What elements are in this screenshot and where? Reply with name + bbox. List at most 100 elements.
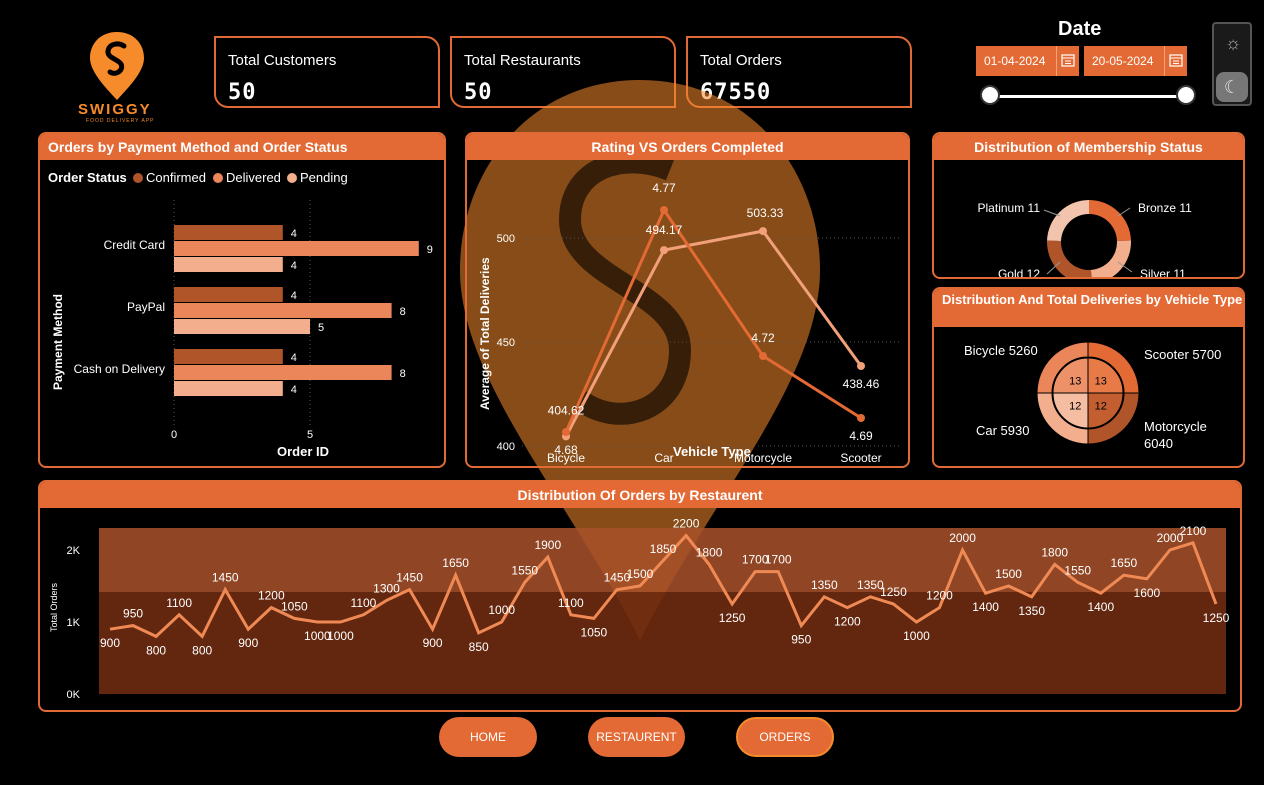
calendar-icon[interactable] xyxy=(1164,46,1187,76)
orders-button[interactable]: ORDERS xyxy=(736,717,834,757)
x-tick-label: Scooter xyxy=(840,451,881,465)
theme-toggle[interactable]: ☼ ☾ xyxy=(1212,22,1252,106)
y-tick-label: 1K xyxy=(67,617,81,629)
moon-icon[interactable]: ☾ xyxy=(1216,72,1248,102)
y-tick-label: 400 xyxy=(497,441,515,453)
data-label: 1000 xyxy=(327,629,354,643)
brand-name: SWIGGY xyxy=(78,101,152,118)
panel-title: Distribution of Membership Status xyxy=(934,134,1243,160)
slice-label-silver: Silver 11 xyxy=(1140,267,1186,277)
legend-swatch-confirmed xyxy=(133,173,143,183)
data-label: 1300 xyxy=(373,581,400,595)
y-tick-label: 450 xyxy=(497,337,515,349)
slice-label-scooter: Scooter 5700 xyxy=(1144,347,1221,362)
kpi-label: Total Orders xyxy=(700,52,782,69)
slice-label-platinum: Platinum 11 xyxy=(978,201,1041,215)
data-label: 2200 xyxy=(673,517,700,531)
payment-method-panel: Orders by Payment Method and Order Statu… xyxy=(38,132,446,468)
y-axis-title: Payment Method xyxy=(51,294,65,390)
date-range-slider[interactable] xyxy=(980,84,1196,108)
data-label: 1800 xyxy=(1041,545,1068,559)
date-start-input[interactable]: 01-04-2024 xyxy=(976,46,1079,76)
inner-value-label: 13 xyxy=(1095,375,1107,387)
data-label: 404.62 xyxy=(548,403,585,417)
data-label: 1500 xyxy=(627,567,654,581)
category-label: Credit Card xyxy=(104,238,165,252)
home-button[interactable]: HOME xyxy=(439,717,537,757)
sunburst-inner-bicycle xyxy=(1052,357,1089,394)
series-line-deliveries xyxy=(564,229,863,438)
slider-handle-end[interactable] xyxy=(1176,85,1196,105)
kpi-total-customers: Total Customers 50 xyxy=(214,36,440,108)
swiggy-logo: SWIGGY FOOD DELIVERY APP xyxy=(72,26,162,124)
bar-pending xyxy=(174,381,283,396)
series-point xyxy=(857,362,865,371)
bar-value-label: 8 xyxy=(400,306,406,318)
bar-delivered xyxy=(174,241,419,256)
data-label: 1000 xyxy=(903,629,930,643)
data-label: 1000 xyxy=(488,603,515,617)
inner-value-label: 13 xyxy=(1069,375,1081,387)
data-label: 2000 xyxy=(949,531,976,545)
slice-label-gold: Gold 12 xyxy=(998,267,1040,277)
membership-panel: Distribution of Membership Status Platin… xyxy=(932,132,1245,279)
bar-value-label: 4 xyxy=(291,290,297,302)
data-label: 4.77 xyxy=(652,181,676,195)
data-label: 1350 xyxy=(857,578,884,592)
bar-confirmed xyxy=(174,225,283,240)
data-label: 1200 xyxy=(834,615,861,629)
inner-value-label: 12 xyxy=(1069,401,1081,413)
y-axis-title: Average of Total Deliveries xyxy=(478,257,492,410)
series-line-orders xyxy=(109,533,1218,639)
data-label: 1500 xyxy=(995,567,1022,581)
data-label: 1650 xyxy=(442,556,469,570)
slice-label-motorcycle: Motorcycle 6040 xyxy=(1144,419,1207,451)
data-label: 950 xyxy=(791,633,811,647)
payment-bar-chart: Order Status Confirmed Delivered Pending… xyxy=(48,170,433,459)
vehicle-distribution-panel: Distribution And Total Deliveries by Veh… xyxy=(932,287,1245,468)
data-label: 1450 xyxy=(396,571,423,585)
data-label: 1100 xyxy=(558,596,584,610)
bar-value-label: 4 xyxy=(291,352,297,364)
restaurant-button[interactable]: RESTAURENT xyxy=(588,717,685,757)
donut-slice-platinum xyxy=(1047,200,1089,242)
calendar-icon[interactable] xyxy=(1056,46,1079,76)
data-label: 800 xyxy=(192,643,212,657)
restaurant-orders-panel: Distribution Of Orders by Restaurent Tot… xyxy=(38,480,1242,712)
data-label: 2100 xyxy=(1180,524,1207,538)
data-label: 900 xyxy=(100,636,120,650)
data-label: 438.46 xyxy=(843,377,880,391)
leader-line xyxy=(1117,207,1131,217)
y-tick-label: 500 xyxy=(497,233,515,245)
sun-icon[interactable]: ☼ xyxy=(1224,33,1242,53)
data-label: 1400 xyxy=(1087,600,1114,614)
slice-label-bicycle: Bicycle 5260 xyxy=(964,343,1038,358)
slider-handle-start[interactable] xyxy=(980,85,1000,105)
data-label: 1550 xyxy=(511,563,538,577)
panel-title: Rating VS Orders Completed xyxy=(467,134,908,160)
date-start-value: 01-04-2024 xyxy=(984,54,1046,68)
data-label: 1050 xyxy=(281,599,308,613)
legend-title: Order Status xyxy=(48,170,127,185)
data-label: 1600 xyxy=(1134,586,1161,600)
series-line-rating xyxy=(564,206,862,433)
data-label: 1450 xyxy=(212,571,239,585)
data-label: 1100 xyxy=(166,596,192,610)
membership-donut-chart: Platinum 11 Bronze 11 Gold 12 Silver 11 xyxy=(978,200,1192,277)
date-end-input[interactable]: 20-05-2024 xyxy=(1084,46,1187,76)
data-label: 1650 xyxy=(1110,556,1137,570)
bar-delivered xyxy=(174,303,392,318)
panel-title: Distribution And Total Deliveries by Veh… xyxy=(934,289,1243,327)
data-label: 1850 xyxy=(650,542,677,556)
data-label: 4.72 xyxy=(751,331,775,345)
data-label: 1100 xyxy=(351,596,377,610)
data-label: 1000 xyxy=(304,629,331,643)
slider-track xyxy=(990,95,1186,98)
series-point xyxy=(759,227,767,236)
bar-confirmed xyxy=(174,287,283,302)
bar-confirmed xyxy=(174,349,283,364)
panel-title: Distribution Of Orders by Restaurent xyxy=(40,482,1240,508)
leader-line xyxy=(1043,209,1061,217)
data-label: 950 xyxy=(123,607,143,621)
band-lower xyxy=(99,592,1226,694)
